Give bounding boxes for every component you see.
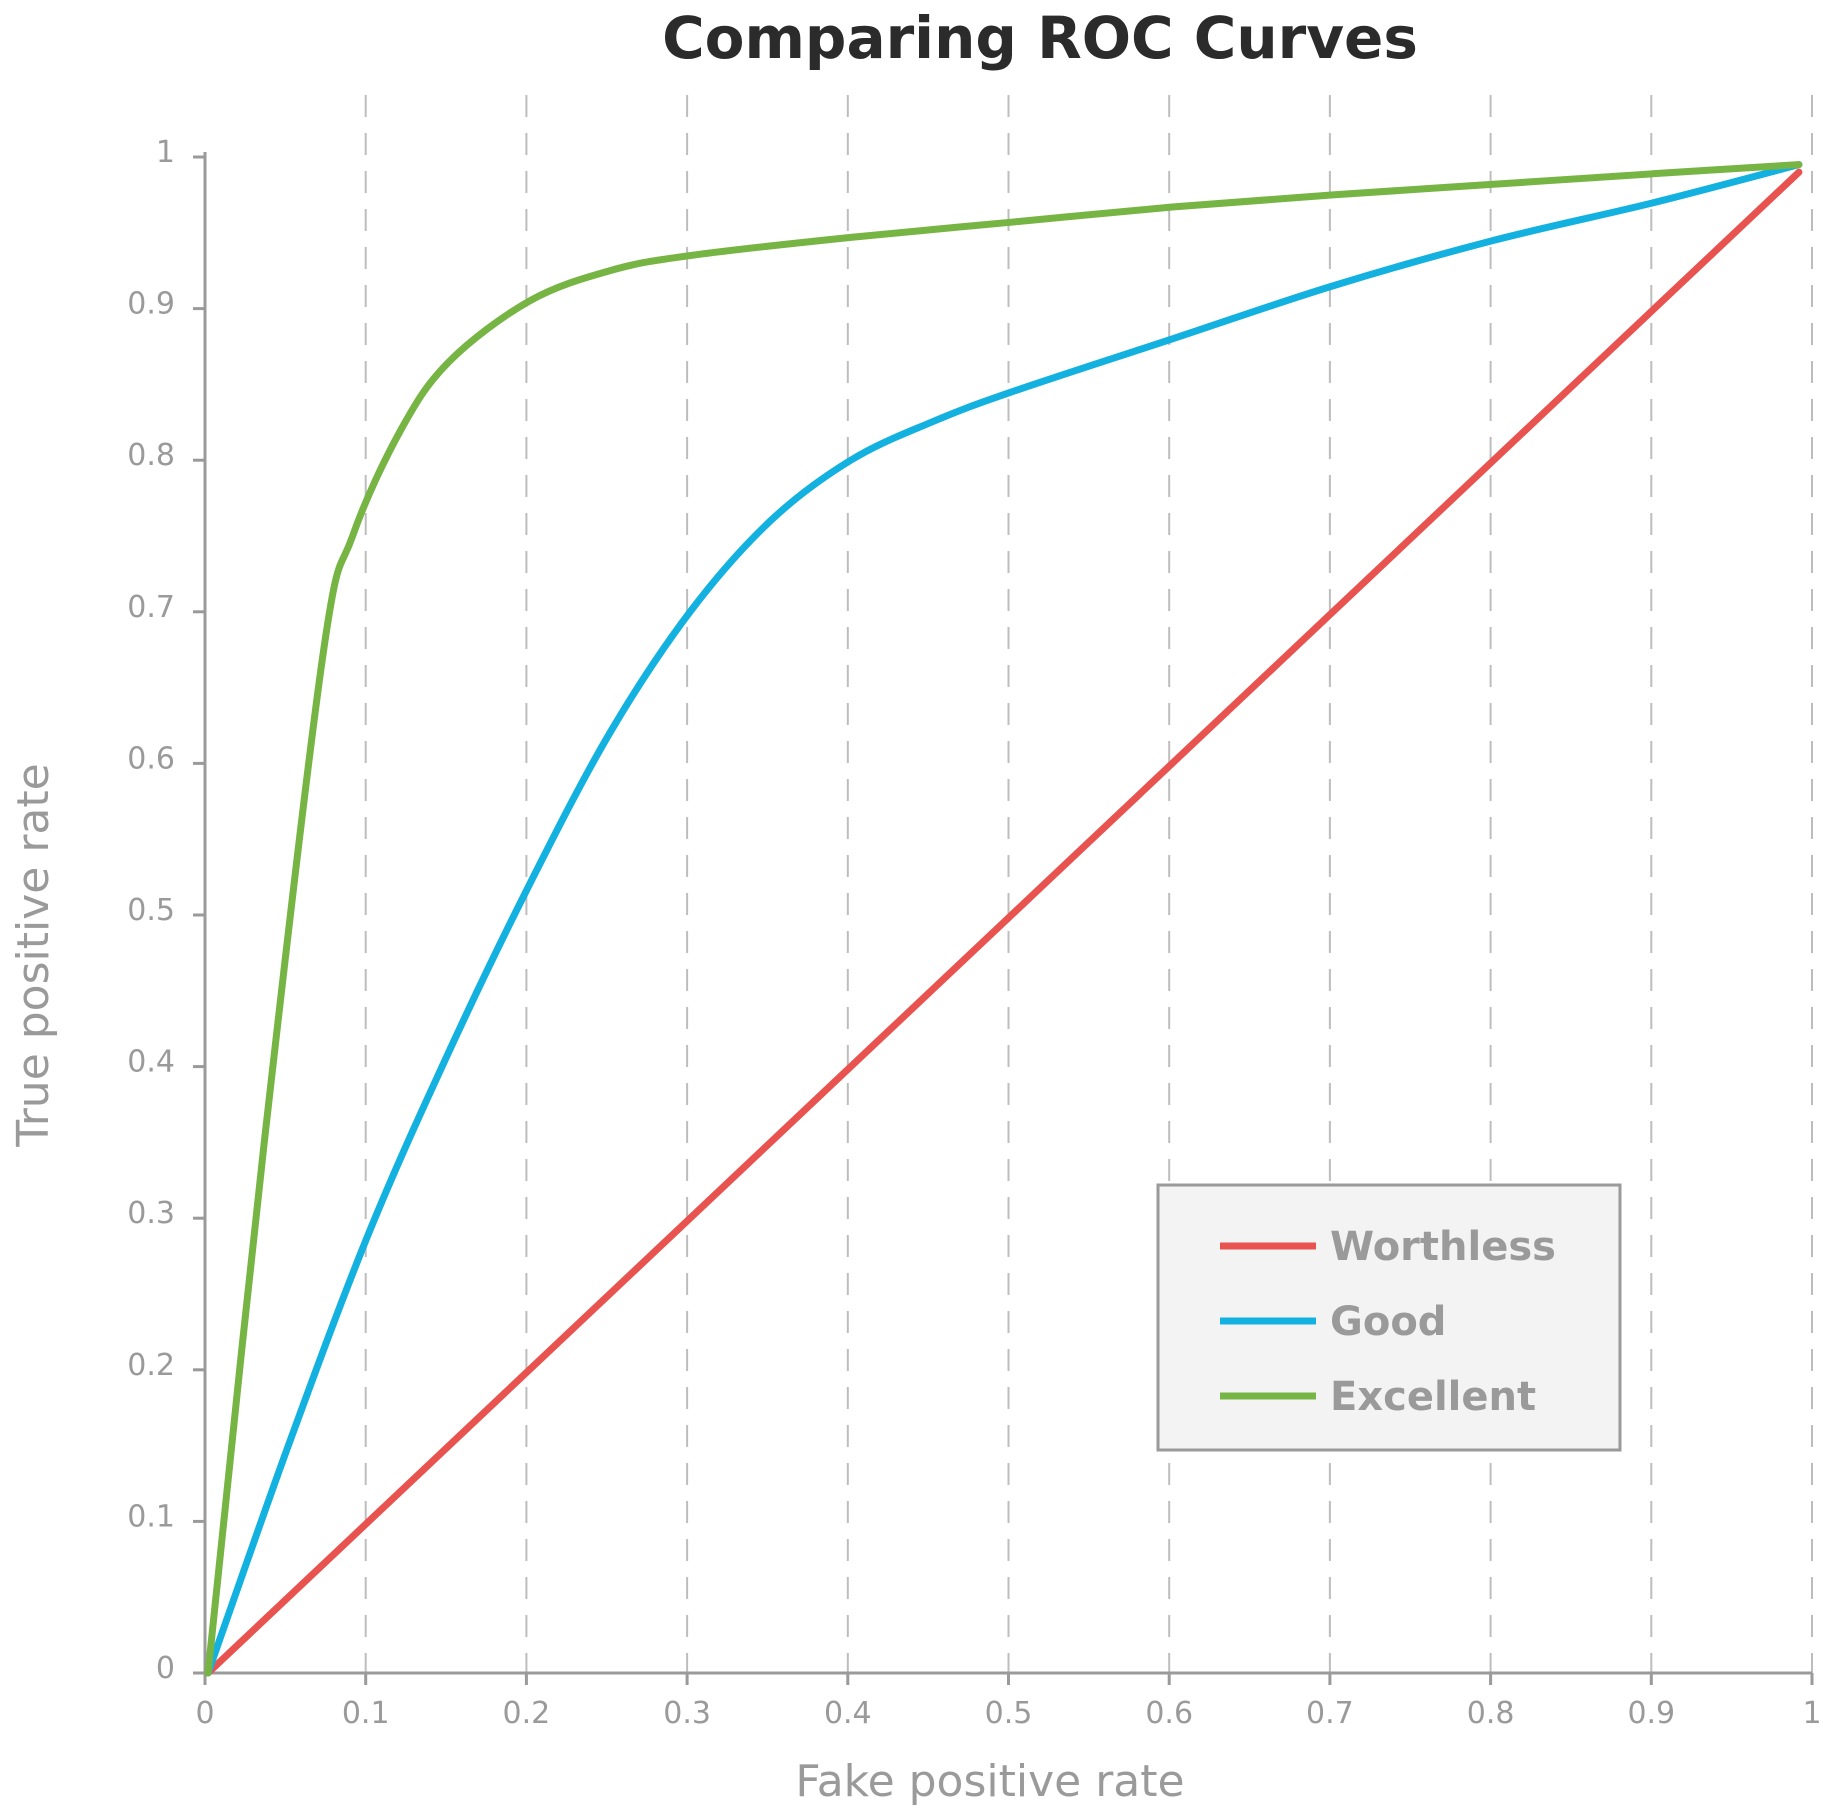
x-tick-label-0: 0 — [195, 1696, 214, 1731]
axes-layer: 0 0.1 0.2 0.3 0.4 0.5 0.6 0.7 0.8 0.9 1 0 0.1 0.2 0.3 0… — [127, 135, 1821, 1731]
series-layer — [204, 161, 1803, 1677]
y-tick-label-1: 1 — [156, 135, 175, 170]
x-tick-label-0.2: 0.2 — [503, 1696, 551, 1731]
x-tick-label-0.9: 0.9 — [1627, 1696, 1675, 1731]
chart-title: Comparing ROC Curves — [662, 4, 1418, 72]
legend-items: Worthless Good Excellent — [1220, 1224, 1556, 1420]
x-tick-label-1: 1 — [1802, 1696, 1821, 1731]
series-line-good — [204, 161, 1803, 1677]
x-axis-title: Fake positive rate — [795, 1756, 1184, 1807]
legend: Worthless Good Excellent — [1156, 1183, 1622, 1452]
x-tick-label-0.8: 0.8 — [1467, 1696, 1515, 1731]
y-axis-title: True positive rate — [8, 763, 59, 1147]
series-line-excellent — [204, 161, 1803, 1677]
x-tick-label-0.5: 0.5 — [985, 1696, 1033, 1731]
x-tick-label-0.6: 0.6 — [1145, 1696, 1193, 1731]
y-tick-label-0.9: 0.9 — [127, 287, 175, 322]
series-line-worthless — [204, 168, 1803, 1677]
y-tick-label-0.5: 0.5 — [127, 893, 175, 928]
x-tick-label-0.7: 0.7 — [1306, 1696, 1354, 1731]
y-tick-label-0: 0 — [156, 1651, 175, 1686]
y-tick-label-0.1: 0.1 — [127, 1499, 175, 1534]
y-tick-label-0.3: 0.3 — [127, 1196, 175, 1231]
legend-label-excellent: Excellent — [1330, 1374, 1536, 1420]
y-tick-label-0.2: 0.2 — [127, 1348, 175, 1383]
y-tick-label-0.6: 0.6 — [127, 741, 175, 776]
x-tick-label-0.1: 0.1 — [342, 1696, 390, 1731]
x-tick-label-0.3: 0.3 — [663, 1696, 711, 1731]
y-tick-label-0.7: 0.7 — [127, 590, 175, 625]
legend-label-worthless: Worthless — [1330, 1224, 1556, 1270]
y-tick-label-0.8: 0.8 — [127, 438, 175, 473]
y-tick-label-0.4: 0.4 — [127, 1045, 175, 1080]
x-tick-label-0.4: 0.4 — [824, 1696, 872, 1731]
legend-label-good: Good — [1330, 1299, 1446, 1345]
